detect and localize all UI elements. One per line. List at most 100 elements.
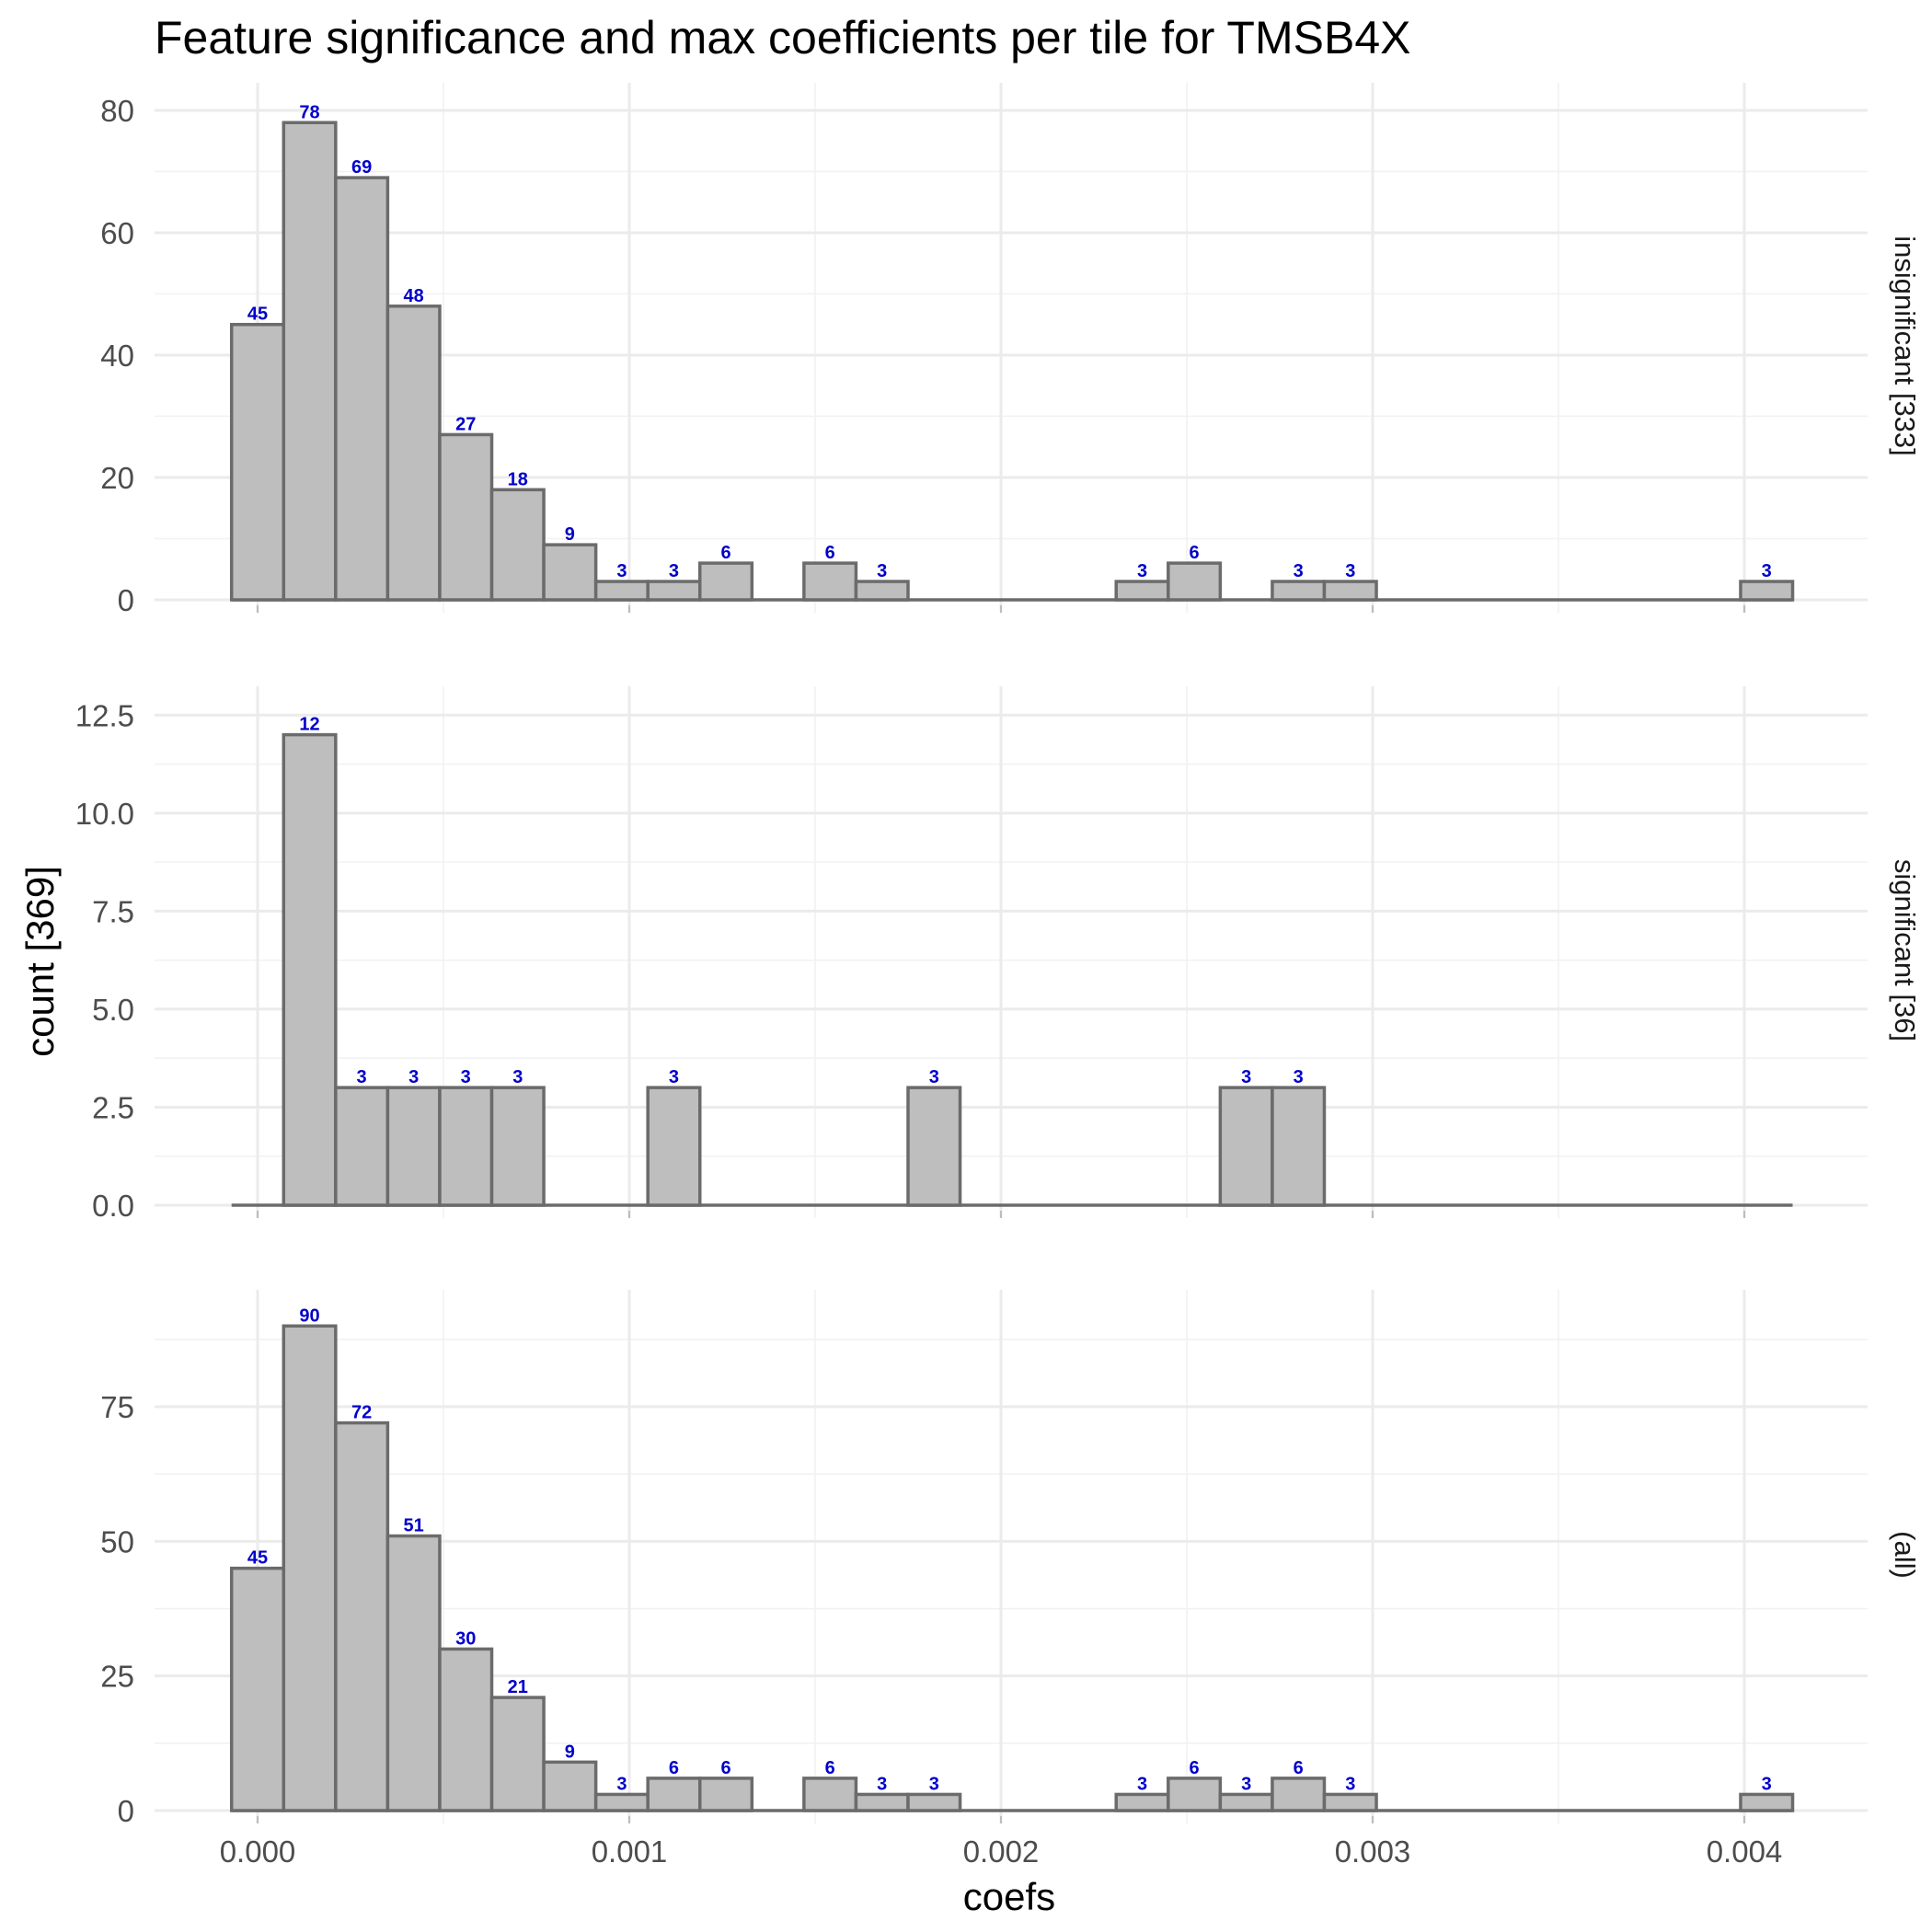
bar-value-label: 3 [408, 1067, 419, 1087]
histogram-bar [1271, 1777, 1327, 1812]
bar-value-label: 6 [1294, 1758, 1304, 1778]
bar-value-label: 78 [299, 102, 319, 122]
y-axis-title: count [369] [18, 866, 62, 1057]
histogram-bar [542, 543, 598, 602]
y-tick-label: 5.0 [92, 993, 134, 1027]
histogram-bar [1167, 1777, 1223, 1812]
histogram-bar [1322, 1792, 1378, 1812]
bar-value-label: 48 [404, 286, 424, 306]
histogram-bar [229, 1566, 286, 1812]
bar-value-label: 3 [1345, 1774, 1355, 1794]
histogram-bar [282, 121, 338, 602]
histogram-bar [593, 580, 650, 602]
bar-value-label: 18 [508, 469, 528, 489]
facet-panel-2: 0.0 2.5 5.0 7.5 10.0 12.5 12 3 3 3 3 3 3 3 3 significan… [75, 686, 1921, 1223]
bar-value-label: 6 [720, 1758, 730, 1778]
bar-value-label: 69 [351, 157, 372, 178]
histogram-bar [906, 1086, 962, 1207]
bar-value-label: 3 [357, 1067, 367, 1087]
bar-value-label: 30 [455, 1628, 476, 1649]
histogram-bar [385, 1534, 442, 1812]
bar-value-label: 6 [825, 543, 835, 563]
histogram-bar [593, 1792, 650, 1812]
bar-value-label: 3 [1762, 561, 1772, 581]
histogram-bar [1271, 1086, 1327, 1207]
bar-value-label: 3 [1137, 561, 1147, 581]
bar-value-label: 6 [1190, 543, 1200, 563]
bar-value-label: 45 [247, 305, 268, 325]
histogram-bar [385, 305, 442, 602]
bar-value-label: 3 [877, 1774, 887, 1794]
bar-value-label: 3 [1294, 1067, 1304, 1087]
bar-value-label: 51 [404, 1516, 424, 1536]
y-tick-label: 75 [100, 1390, 134, 1424]
histogram-bar [438, 1647, 494, 1812]
x-tick-label: 0.004 [1707, 1834, 1783, 1869]
histogram-bar [1739, 580, 1795, 602]
bar-value-label: 6 [1190, 1758, 1200, 1778]
bar-value-label: 6 [825, 1758, 835, 1778]
bar-value-label: 3 [512, 1067, 523, 1087]
histogram-bar [646, 1777, 702, 1812]
histogram-bar [1114, 580, 1170, 602]
histogram-bar [334, 1420, 390, 1812]
bar-value-label: 3 [1241, 1067, 1251, 1087]
y-tick-label: 0.0 [92, 1189, 134, 1223]
histogram-bar [1739, 1792, 1795, 1812]
x-tick-label: 0.003 [1335, 1834, 1411, 1869]
x-tick-label: 0.000 [220, 1834, 296, 1869]
bar-value-label: 27 [455, 414, 476, 434]
bar-value-label: 72 [351, 1403, 372, 1423]
histogram-bar [334, 176, 390, 602]
y-tick-label: 7.5 [92, 894, 134, 928]
facet-panel-3: 0 25 50 75 45 90 72 51 30 21 9 3 6 6 6 3 3 3 6 3 6 3 3 (all) 0.0… [100, 1290, 1921, 1869]
histogram-bar [906, 1792, 962, 1812]
bar-value-label: 3 [1241, 1774, 1251, 1794]
bar-value-label: 6 [669, 1758, 679, 1778]
x-axis-title: coefs [963, 1875, 1055, 1918]
y-tick-label: 40 [100, 339, 134, 373]
histogram-bar [854, 580, 910, 602]
histogram-bar [1114, 1792, 1170, 1812]
bar-value-label: 3 [669, 561, 679, 581]
histogram-bar [1322, 580, 1378, 602]
facet-strip-label: (all) [1889, 1531, 1921, 1579]
y-tick-label: 25 [100, 1660, 134, 1694]
bar-value-label: 3 [669, 1067, 679, 1087]
facet-panel-1: 0 20 40 60 80 45 78 69 48 27 18 9 3 3 6 6 3 3 6 3 3 3 insignif… [100, 83, 1921, 617]
x-tick-label: 0.002 [963, 1834, 1040, 1869]
bar-value-label: 12 [299, 715, 319, 735]
bar-value-label: 3 [1762, 1774, 1772, 1794]
histogram-bar [802, 1777, 858, 1812]
bar-value-label: 90 [299, 1305, 319, 1326]
histogram-bar [646, 580, 702, 602]
histogram-bar [698, 561, 754, 602]
y-tick-label: 2.5 [92, 1090, 134, 1124]
histogram-bar [489, 1086, 546, 1207]
y-tick-label: 80 [100, 94, 134, 128]
histogram-bar [282, 1324, 338, 1812]
histogram-bar [802, 561, 858, 602]
histogram-bar [334, 1086, 390, 1207]
bar-value-label: 9 [565, 524, 575, 545]
bar-value-label: 3 [461, 1067, 471, 1087]
histogram-bar [1218, 1792, 1274, 1812]
bar-value-label: 3 [929, 1774, 939, 1794]
histogram-bar [385, 1086, 442, 1207]
bar-value-label: 3 [616, 561, 627, 581]
chart-title: Feature significance and max coefficient… [155, 12, 1410, 63]
y-tick-label: 0 [118, 1794, 134, 1828]
x-tick-label: 0.001 [592, 1834, 668, 1869]
facet-strip-label: significant [36] [1889, 859, 1921, 1041]
histogram-bar [646, 1086, 702, 1207]
y-tick-label: 60 [100, 216, 134, 250]
bar-value-label: 3 [877, 561, 887, 581]
histogram-bar [438, 1086, 494, 1207]
bar-value-label: 45 [247, 1548, 268, 1569]
histogram-bar [698, 1777, 754, 1812]
bar-value-label: 3 [929, 1067, 939, 1087]
y-tick-label: 20 [100, 461, 134, 495]
histogram-bar [229, 322, 286, 602]
y-tick-label: 50 [100, 1524, 134, 1558]
